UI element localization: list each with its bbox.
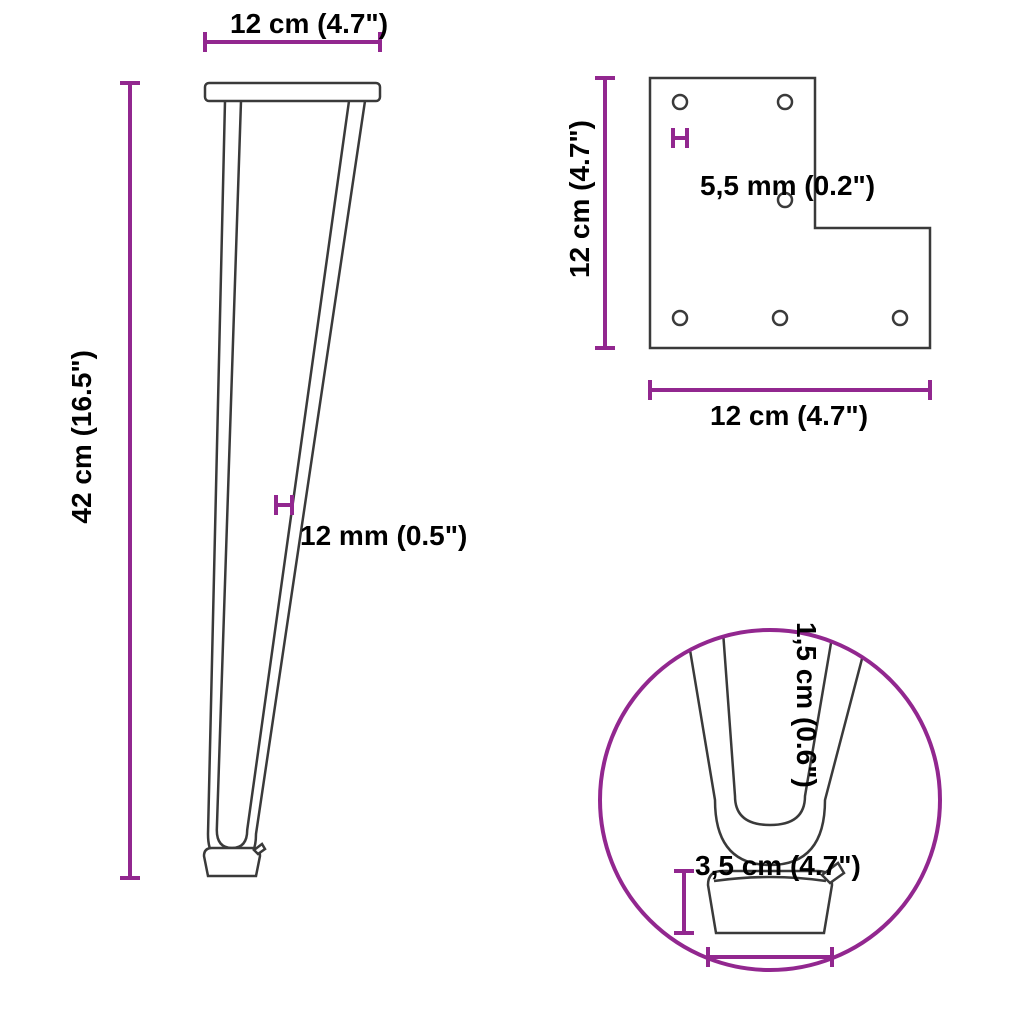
dim-bracket-height: 12 cm (4.7") [564, 120, 596, 278]
dim-rod-diameter: 12 mm (0.5") [300, 520, 467, 552]
dim-foot-height: 1,5 cm (0.6") [790, 622, 822, 788]
dim-foot-width: 3,5 cm (4.7") [695, 850, 861, 882]
dim-bracket-width: 12 cm (4.7") [710, 400, 868, 432]
dim-hole-diameter: 5,5 mm (0.2") [700, 170, 875, 202]
dim-top-plate-width: 12 cm (4.7") [230, 8, 388, 40]
dim-total-height: 42 cm (16.5") [66, 350, 98, 524]
